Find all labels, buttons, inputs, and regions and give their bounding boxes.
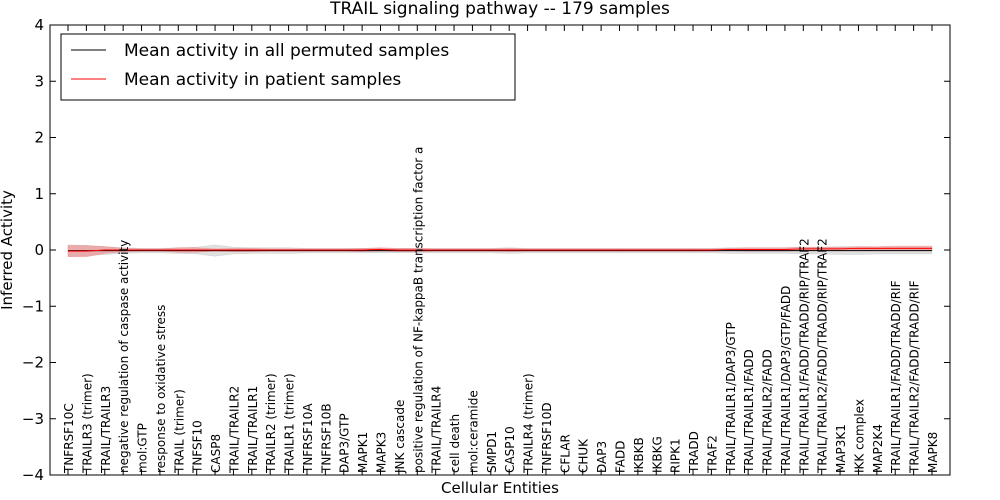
y-tick-label: 4: [34, 16, 44, 34]
mean-line-patient: [68, 247, 932, 252]
x-tick-label: TRAIL/TRAILR1/FADD/TRADD/RIF: [889, 280, 903, 474]
y-tick-label: −2: [22, 354, 44, 372]
x-tick-label: TNFRSF10C: [62, 403, 76, 474]
legend: Mean activity in all permuted samples Me…: [60, 33, 516, 101]
legend-box: [60, 33, 516, 101]
x-tick-label: MAPK1: [356, 432, 370, 473]
x-tick-label: TRAF2: [705, 435, 719, 474]
y-tick-label: −1: [22, 297, 44, 315]
y-tick-label: −4: [22, 466, 44, 484]
x-tick-label: TRAIL/TRAILR2/FADD/TRADD/RIP/TRAF2: [816, 238, 830, 474]
x-tick-label: TRAIL (trimer): [172, 389, 186, 474]
x-tick-label: TRAIL/TRAILR1/DAP3/GTP: [724, 322, 738, 474]
series-lines: [68, 247, 932, 252]
x-tick-label: IKK complex: [852, 399, 866, 473]
y-tick-label: 0: [34, 241, 44, 259]
x-tick-label: CHUK: [577, 438, 591, 473]
x-tick-label: TRAIL/TRAILR1: [246, 386, 260, 474]
x-tick-label: response to oxidative stress: [154, 305, 168, 473]
y-axis-label: Inferred Activity: [0, 190, 16, 310]
x-tick-label: TNFSF10: [191, 420, 205, 474]
x-tick-label: TNFRSF10B: [319, 403, 333, 474]
x-tick-label: IKBKB: [632, 437, 646, 473]
x-axis-label: Cellular Entities: [441, 479, 559, 497]
legend-label-permuted: Mean activity in all permuted samples: [124, 41, 449, 61]
x-tick-label: DAP3: [595, 441, 609, 473]
x-tick-label: TRAILR4 (trimer): [522, 373, 536, 474]
x-tick-label: FADD: [613, 441, 627, 474]
x-tick-label: TRAIL/TRAILR2: [227, 386, 241, 474]
x-tick-label: RIPK1: [669, 438, 683, 473]
x-tick-label: negative regulation of caspase activity: [117, 240, 131, 473]
x-tick-label: MAP2K4: [871, 424, 885, 473]
y-tick-label: −3: [22, 410, 44, 428]
x-tick-label: MAPK3: [375, 432, 389, 473]
y-tick-label: 1: [34, 185, 44, 203]
x-tick-label: CASP8: [209, 434, 223, 473]
x-tick-label: TRADD: [687, 431, 701, 474]
x-tick-label: positive regulation of NF-kappaB transcr…: [411, 147, 425, 473]
x-tick-label: MAP3K1: [834, 424, 848, 473]
x-tick-label: MAPK8: [926, 432, 940, 473]
x-tick-label: TRAIL/TRAILR4: [430, 386, 444, 474]
x-tick-label: CFLAR: [558, 434, 572, 473]
x-tick-label: TRAIL/TRAILR1/DAP3/GTP/FADD: [779, 286, 793, 474]
x-tick-label: JNK cascade: [393, 400, 407, 474]
legend-label-patient: Mean activity in patient samples: [124, 70, 401, 90]
x-tick-label: DAP3/GTP: [338, 413, 352, 473]
x-tick-label: TNFRSF10A: [301, 403, 315, 474]
x-tick-label: SMPD1: [485, 431, 499, 473]
x-tick-label: TNFRSF10D: [540, 402, 554, 474]
x-axis-ticks: [67, 25, 933, 475]
x-tick-label: TRAILR1 (trimer): [283, 373, 297, 474]
x-tick-label: TRAIL/TRAILR1/FADD: [742, 349, 756, 474]
x-tick-label: IKBKG: [650, 436, 664, 473]
y-axis-ticks: −4 −3 −2 −1 0 1 2 3 4: [22, 16, 950, 484]
x-tick-label: TRAILR3 (trimer): [80, 373, 94, 474]
x-axis-tick-labels: TNFRSF10C TRAILR3 (trimer) TRAIL/TRAILR3 ne…: [62, 147, 940, 474]
x-tick-label: TRAIL/TRAILR1/FADD/TRADD/RIP/TRAF2: [797, 238, 811, 474]
x-tick-label: TRAIL/TRAILR2/FADD/TRADD/RIF: [908, 280, 922, 474]
x-tick-label: TRAIL/TRAILR3: [99, 386, 113, 474]
chart-title: TRAIL signaling pathway -- 179 samples: [329, 0, 670, 19]
y-tick-label: 3: [34, 72, 44, 90]
y-tick-label: 2: [34, 129, 44, 147]
x-tick-label: CASP10: [503, 426, 517, 473]
x-tick-label: mol:ceramide: [466, 390, 480, 473]
x-tick-label: mol:GTP: [136, 423, 150, 473]
x-tick-label: cell death: [448, 414, 462, 473]
x-tick-label: TRAILR2 (trimer): [264, 373, 278, 474]
x-tick-label: TRAIL/TRAILR2/FADD: [761, 349, 775, 474]
